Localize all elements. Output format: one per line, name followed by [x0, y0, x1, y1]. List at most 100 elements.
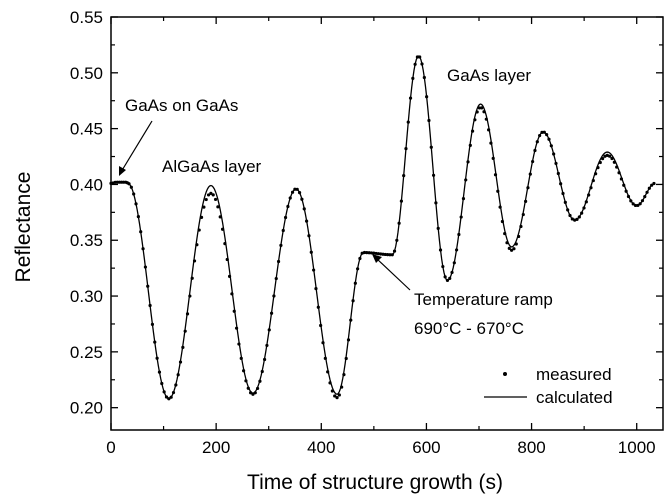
- measured-point: [563, 200, 567, 204]
- x-tick-label: 600: [412, 438, 440, 457]
- measured-point: [127, 182, 131, 186]
- measured-point: [509, 248, 514, 252]
- measured-point: [629, 199, 633, 203]
- measured-point: [466, 160, 470, 164]
- measured-point: [464, 178, 468, 182]
- measured-point: [171, 390, 176, 395]
- measured-point: [274, 276, 278, 281]
- measured-point: [239, 356, 243, 360]
- measured-point: [395, 238, 399, 242]
- measured-point: [167, 397, 171, 401]
- measured-point: [631, 202, 635, 206]
- annotations: GaAs on GaAs AlGaAs layer GaAs layer Tem…: [119, 66, 553, 338]
- measured-point: [436, 226, 440, 230]
- measured-point: [615, 165, 619, 169]
- measured-point: [622, 183, 626, 187]
- measured-point: [216, 205, 220, 209]
- measured-point: [286, 204, 290, 209]
- x-tick-label: 1000: [618, 438, 656, 457]
- measured-point: [314, 286, 318, 291]
- measured-point: [512, 247, 516, 251]
- measured-point: [302, 207, 306, 211]
- measured-point: [542, 130, 546, 134]
- measured-point: [431, 173, 436, 177]
- measured-point: [503, 231, 507, 236]
- measured-point: [328, 381, 332, 385]
- measured-point: [218, 215, 222, 219]
- measured-point: [199, 215, 204, 219]
- annotation-gaas-layer: GaAs layer: [447, 66, 531, 85]
- measured-point: [498, 205, 502, 209]
- measured-point: [183, 329, 187, 333]
- measured-point: [379, 252, 383, 256]
- measured-point: [420, 62, 424, 66]
- measured-point: [482, 110, 486, 114]
- measured-point: [211, 193, 215, 197]
- measured-point: [390, 253, 394, 257]
- measured-point: [411, 76, 415, 80]
- measured-point: [441, 264, 445, 269]
- measured-point: [540, 130, 544, 134]
- measured-point: [281, 228, 285, 233]
- measured-point: [491, 156, 495, 160]
- measured-point: [438, 248, 443, 252]
- measured-point: [443, 275, 447, 279]
- measured-point: [333, 394, 337, 398]
- measured-point: [617, 171, 621, 175]
- series-measured-points: [109, 55, 656, 401]
- measured-point: [141, 247, 145, 251]
- measured-point: [619, 177, 624, 181]
- measured-point: [260, 369, 264, 374]
- measured-point: [323, 356, 327, 360]
- measured-point: [309, 250, 313, 254]
- legend: measured calculated: [484, 365, 613, 407]
- measured-point: [584, 200, 588, 204]
- measured-point: [262, 357, 267, 362]
- annotation-arrow-temperature-ramp: [375, 257, 411, 291]
- measured-point: [549, 144, 553, 148]
- measured-point: [381, 252, 385, 256]
- measured-point: [367, 251, 371, 255]
- measured-point: [251, 392, 255, 396]
- measured-point: [638, 202, 642, 206]
- measured-point: [150, 322, 155, 326]
- measured-point: [559, 182, 563, 186]
- measured-point: [429, 145, 433, 149]
- measured-point: [552, 152, 556, 156]
- measured-point: [406, 120, 410, 124]
- axis-ticks: 0 200 400 600 800 1000 0.20 0.25 0.30 0.35 0.40 0.4…: [70, 8, 663, 457]
- measured-point: [397, 221, 401, 225]
- measured-point: [293, 187, 297, 191]
- measured-point: [134, 202, 138, 206]
- measured-point: [448, 276, 452, 280]
- measured-point: [470, 129, 475, 133]
- y-tick-label: 0.20: [70, 399, 103, 418]
- y-tick-label: 0.45: [70, 120, 103, 139]
- measured-point: [452, 261, 456, 265]
- y-tick-label: 0.40: [70, 175, 103, 194]
- measured-point: [157, 370, 162, 374]
- measured-point: [561, 191, 565, 196]
- measured-point: [454, 248, 459, 252]
- measured-point: [608, 154, 612, 158]
- measured-point: [643, 195, 647, 199]
- measured-point: [190, 276, 194, 280]
- measured-point: [269, 311, 274, 315]
- measured-point: [624, 189, 628, 193]
- measured-point: [174, 383, 178, 387]
- measured-point: [566, 208, 570, 212]
- measured-point: [237, 342, 241, 346]
- annotation-temperature-range: 690°C - 670°C: [414, 319, 524, 338]
- legend-label-calculated: calculated: [536, 388, 613, 407]
- plot-area: [109, 55, 656, 401]
- measured-point: [204, 197, 208, 202]
- measured-point: [279, 243, 283, 247]
- x-tick-label: 800: [517, 438, 545, 457]
- measured-point: [139, 230, 143, 234]
- measured-point: [319, 323, 323, 328]
- measured-point: [358, 256, 362, 261]
- measured-point: [587, 193, 591, 197]
- y-tick-label: 0.50: [70, 64, 103, 83]
- measured-point: [575, 217, 579, 221]
